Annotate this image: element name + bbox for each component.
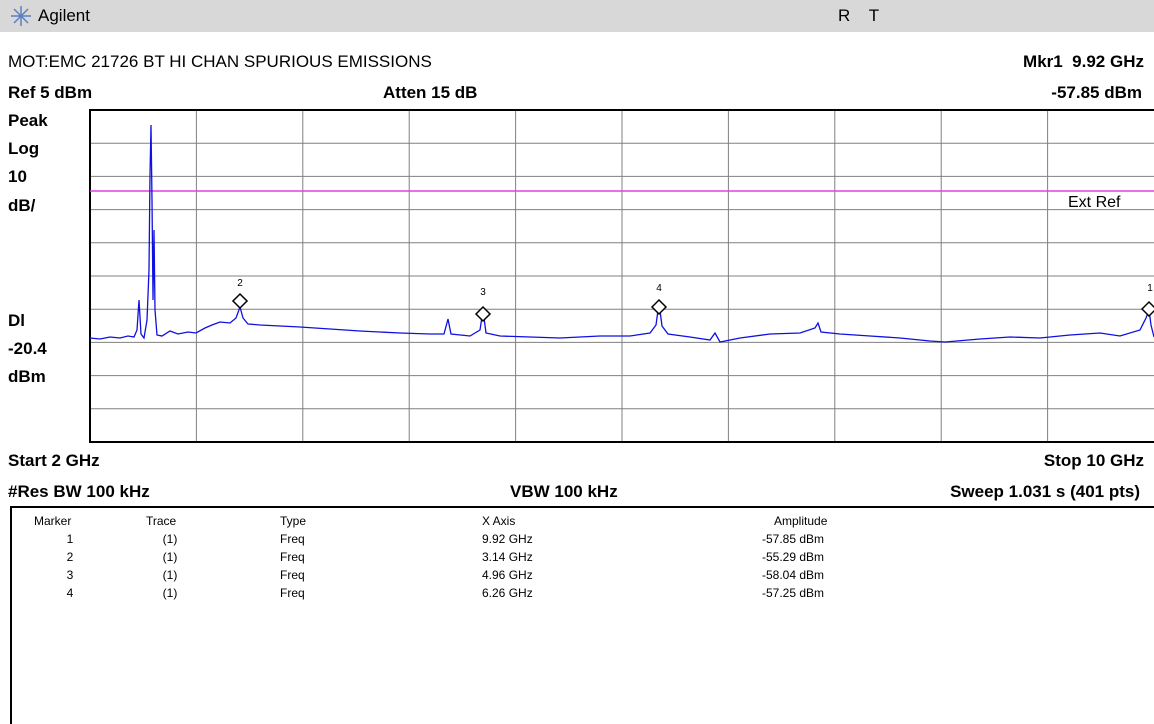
status: R T xyxy=(838,6,880,25)
table-cell: 3 xyxy=(66,568,74,582)
marker-amplitude: -57.85 dBm xyxy=(1051,83,1142,102)
table-cell: Freq xyxy=(280,550,305,564)
table-cell: 2 xyxy=(66,550,74,564)
left-label: Log xyxy=(8,139,40,158)
stop-frequency: Stop 10 GHz xyxy=(1043,451,1144,470)
table-cell: 4.96 GHz xyxy=(482,568,533,582)
column-header: Amplitude xyxy=(774,514,828,528)
marker-diamond xyxy=(650,298,668,316)
table-cell: -58.04 dBm xyxy=(762,568,825,582)
column-header: Type xyxy=(280,514,307,528)
marker-number: 2 xyxy=(237,278,243,289)
marker-number: 3 xyxy=(480,287,486,298)
title-bar: Agilent R T xyxy=(0,0,1154,32)
column-header: Trace xyxy=(146,514,177,528)
marker-frequency: Mkr1 9.92 GHz xyxy=(1023,52,1144,71)
marker-diamond xyxy=(231,292,249,310)
video-bandwidth: VBW 100 kHz xyxy=(510,482,618,501)
table-cell: 1 xyxy=(66,532,74,546)
trace xyxy=(89,124,1154,343)
table-cell: (1) xyxy=(162,532,178,546)
sweep: Sweep 1.031 s (401 pts) xyxy=(950,482,1140,501)
column-header: X Axis xyxy=(482,514,516,528)
table-cell: (1) xyxy=(162,586,178,600)
table-cell: -55.29 dBm xyxy=(762,550,825,564)
table-cell: Freq xyxy=(280,532,305,546)
left-label: -20.4 xyxy=(8,339,47,358)
table-cell: (1) xyxy=(162,568,178,582)
table-cell: -57.85 dBm xyxy=(762,532,825,546)
brand: Agilent xyxy=(38,6,90,25)
left-label: Dl xyxy=(8,311,25,330)
marker-number: 4 xyxy=(656,283,662,294)
table-cell: (1) xyxy=(162,550,178,564)
table-cell: Freq xyxy=(280,586,305,600)
resolution-bandwidth: #Res BW 100 kHz xyxy=(8,482,150,501)
marker-diamond xyxy=(1140,300,1154,318)
table-cell: 4 xyxy=(66,586,74,600)
left-label: Peak xyxy=(8,111,48,130)
table-cell: 9.92 GHz xyxy=(482,532,533,546)
start-frequency: Start 2 GHz xyxy=(8,451,100,470)
marker-table: Marker Trace Type X Axis Amplitude 1 (1) Freq 9.… xyxy=(10,506,1154,724)
left-label: dBm xyxy=(8,367,46,386)
attenuation: Atten 15 dB xyxy=(383,83,478,102)
left-label: 10 xyxy=(8,167,27,186)
graticule-border xyxy=(89,109,1154,443)
table-cell: Freq xyxy=(280,568,305,582)
ref-level: Ref 5 dBm xyxy=(8,83,93,102)
table-cell: 3.14 GHz xyxy=(482,550,533,564)
ext-ref-label: Ext Ref xyxy=(1068,194,1121,211)
marker-diamond xyxy=(474,305,492,323)
graticule: Ext Ref 2 3 4 1 xyxy=(89,109,1154,443)
table-cell: -57.25 dBm xyxy=(762,586,825,600)
column-header: Marker xyxy=(34,514,72,528)
marker-number: 1 xyxy=(1147,283,1153,294)
table-cell: 6.26 GHz xyxy=(482,586,533,600)
left-label: dB/ xyxy=(8,196,36,215)
agilent-logo xyxy=(11,6,31,26)
screen-title: MOT:EMC 21726 BT HI CHAN SPURIOUS EMISSI… xyxy=(8,52,432,71)
